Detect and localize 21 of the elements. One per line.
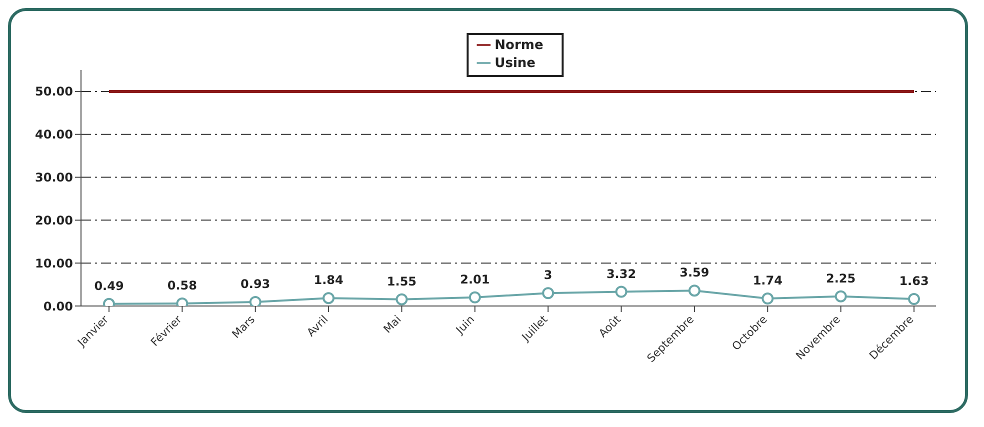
y-tick-label: 30.00 — [35, 170, 73, 185]
data-label: 0.93 — [240, 277, 270, 292]
data-label: 1.55 — [386, 274, 417, 288]
data-label: 1.74 — [752, 274, 782, 288]
legend-label: Norme — [494, 38, 544, 53]
data-label: 0.49 — [94, 278, 124, 293]
data-label: 3 — [544, 268, 552, 282]
y-tick-label: 20.00 — [35, 213, 73, 228]
y-tick-label: 40.00 — [35, 128, 73, 142]
x-tick-label: Mai — [381, 312, 404, 336]
y-tick-label: 0.00 — [43, 299, 73, 314]
data-label: 2.25 — [826, 271, 856, 286]
data-label: 3.32 — [606, 266, 636, 281]
data-label: 3.59 — [680, 266, 710, 280]
y-tick-label: 50.00 — [35, 84, 73, 99]
data-label: 1.84 — [314, 273, 344, 288]
data-label: 0.58 — [167, 278, 197, 293]
legend-label: Usine — [494, 56, 536, 71]
y-tick-label: 10.00 — [35, 256, 73, 270]
data-label: 2.01 — [460, 272, 490, 286]
data-label: 1.63 — [899, 274, 929, 288]
